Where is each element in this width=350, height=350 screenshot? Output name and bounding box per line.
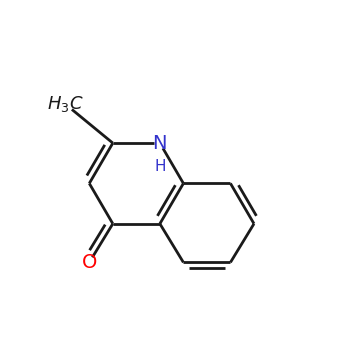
Text: $H_3C$: $H_3C$ bbox=[48, 94, 84, 114]
Text: O: O bbox=[82, 253, 97, 272]
Text: N: N bbox=[153, 134, 167, 153]
Text: H: H bbox=[154, 159, 166, 174]
